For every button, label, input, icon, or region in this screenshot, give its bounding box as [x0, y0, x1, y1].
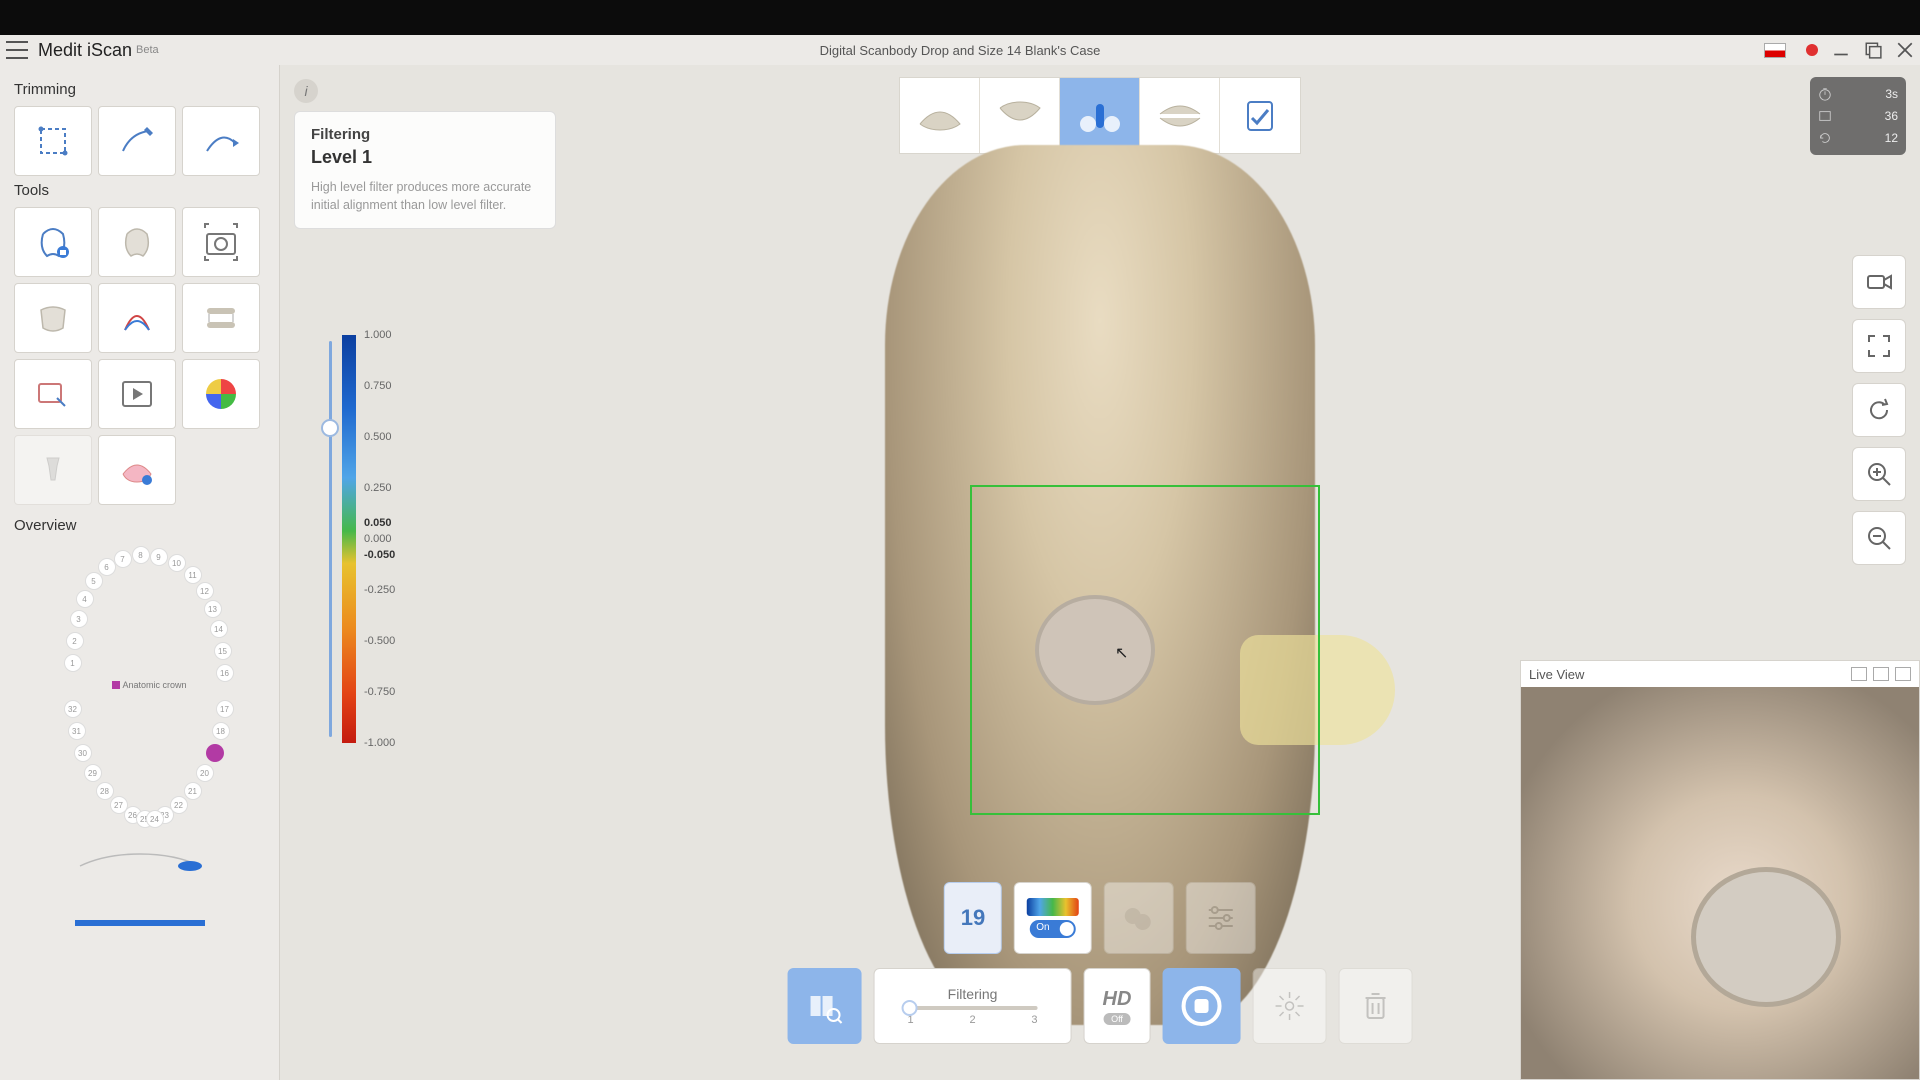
- tools-label: Tools: [14, 182, 265, 199]
- selected-tooth-marker: [206, 744, 224, 762]
- scan-stage-tabs: [899, 77, 1301, 154]
- selection-box: [970, 485, 1320, 815]
- live-view-layout-1-icon[interactable]: [1851, 667, 1867, 681]
- trimming-label: Trimming: [14, 81, 265, 98]
- tool-articulator[interactable]: [182, 283, 260, 353]
- tool-mesh-edit[interactable]: [14, 359, 92, 429]
- hd-toggle[interactable]: HDOff: [1084, 968, 1151, 1044]
- tab-complete[interactable]: [1220, 78, 1300, 153]
- filter-level: Level 1: [311, 147, 539, 168]
- menu-button[interactable]: [6, 41, 28, 59]
- locale-flag-icon[interactable]: [1764, 43, 1786, 58]
- info-icon[interactable]: i: [294, 79, 318, 103]
- deviation-scale: 1.000 0.750 0.500 0.250 0.050 0.000 -0.0…: [328, 335, 364, 743]
- live-view-title: Live View: [1529, 667, 1584, 682]
- model-toggle[interactable]: [1104, 882, 1174, 954]
- tab-scanbody[interactable]: [1060, 78, 1140, 153]
- trim-lasso-tool[interactable]: [182, 106, 260, 176]
- live-view-layout-2-icon[interactable]: [1873, 667, 1889, 681]
- camera-view-button[interactable]: [1852, 255, 1906, 309]
- minimize-button[interactable]: [1832, 41, 1850, 59]
- cursor-icon: ↖: [1115, 643, 1128, 663]
- beta-tag: Beta: [136, 44, 159, 56]
- live-view-feed: [1521, 687, 1919, 1079]
- live-view-layout-3-icon[interactable]: [1895, 667, 1911, 681]
- tool-snapshot[interactable]: [182, 207, 260, 277]
- filter-desc: High level filter produces more accurate…: [311, 178, 539, 214]
- reset-view-button[interactable]: [1852, 383, 1906, 437]
- record-icon[interactable]: [1806, 44, 1818, 56]
- filter-slider[interactable]: Filtering 123: [874, 968, 1072, 1044]
- app-title: Medit iScan: [38, 40, 132, 61]
- maximize-button[interactable]: [1864, 41, 1882, 59]
- tab-maxillary[interactable]: [900, 78, 980, 153]
- tool-implant[interactable]: [14, 435, 92, 505]
- tool-arch-color[interactable]: [98, 435, 176, 505]
- tooth-number-button[interactable]: 19: [944, 882, 1002, 954]
- overview-label: Overview: [14, 517, 265, 534]
- zoom-out-button[interactable]: [1852, 511, 1906, 565]
- fullscreen-button[interactable]: [1852, 319, 1906, 373]
- tool-tooth-lock[interactable]: [14, 207, 92, 277]
- zoom-in-button[interactable]: [1852, 447, 1906, 501]
- trim-box-tool[interactable]: [14, 106, 92, 176]
- tooth-chart[interactable]: Anatomic crown 8 9 7 10 6 11 5 12 4 13 3…: [40, 542, 240, 822]
- trim-brush-tool[interactable]: [98, 106, 176, 176]
- tab-occlusion[interactable]: [1140, 78, 1220, 153]
- close-button[interactable]: [1896, 41, 1914, 59]
- scan-stats: 3s 36 12: [1810, 77, 1906, 155]
- titlebar: Medit iScan Beta Digital Scanbody Drop a…: [0, 35, 1920, 65]
- scale-range-slider[interactable]: [328, 335, 334, 743]
- filter-title: Filtering: [311, 126, 539, 143]
- align-search-button[interactable]: [788, 968, 862, 1044]
- scanner-indicator: [14, 840, 265, 874]
- ai-process-button[interactable]: [1252, 968, 1326, 1044]
- tool-play[interactable]: [98, 359, 176, 429]
- live-view-panel: Live View: [1520, 660, 1920, 1080]
- overview-legend: Anatomic crown: [112, 680, 187, 690]
- tool-cup[interactable]: [14, 283, 92, 353]
- case-title: Digital Scanbody Drop and Size 14 Blank'…: [820, 43, 1101, 58]
- tool-color-wheel[interactable]: [182, 359, 260, 429]
- sidebar: Trimming Tools Overview: [0, 65, 280, 1080]
- settings-panel-button[interactable]: [1186, 882, 1256, 954]
- viewport[interactable]: i Filtering Level 1 High level filter pr…: [280, 65, 1920, 1080]
- filter-info-panel: Filtering Level 1 High level filter prod…: [294, 111, 556, 229]
- stop-button[interactable]: [1162, 968, 1240, 1044]
- tab-mandibular[interactable]: [980, 78, 1060, 153]
- tool-margin[interactable]: [98, 283, 176, 353]
- tool-prep[interactable]: [98, 207, 176, 277]
- deviation-toggle[interactable]: On: [1014, 882, 1092, 954]
- delete-button[interactable]: [1338, 968, 1412, 1044]
